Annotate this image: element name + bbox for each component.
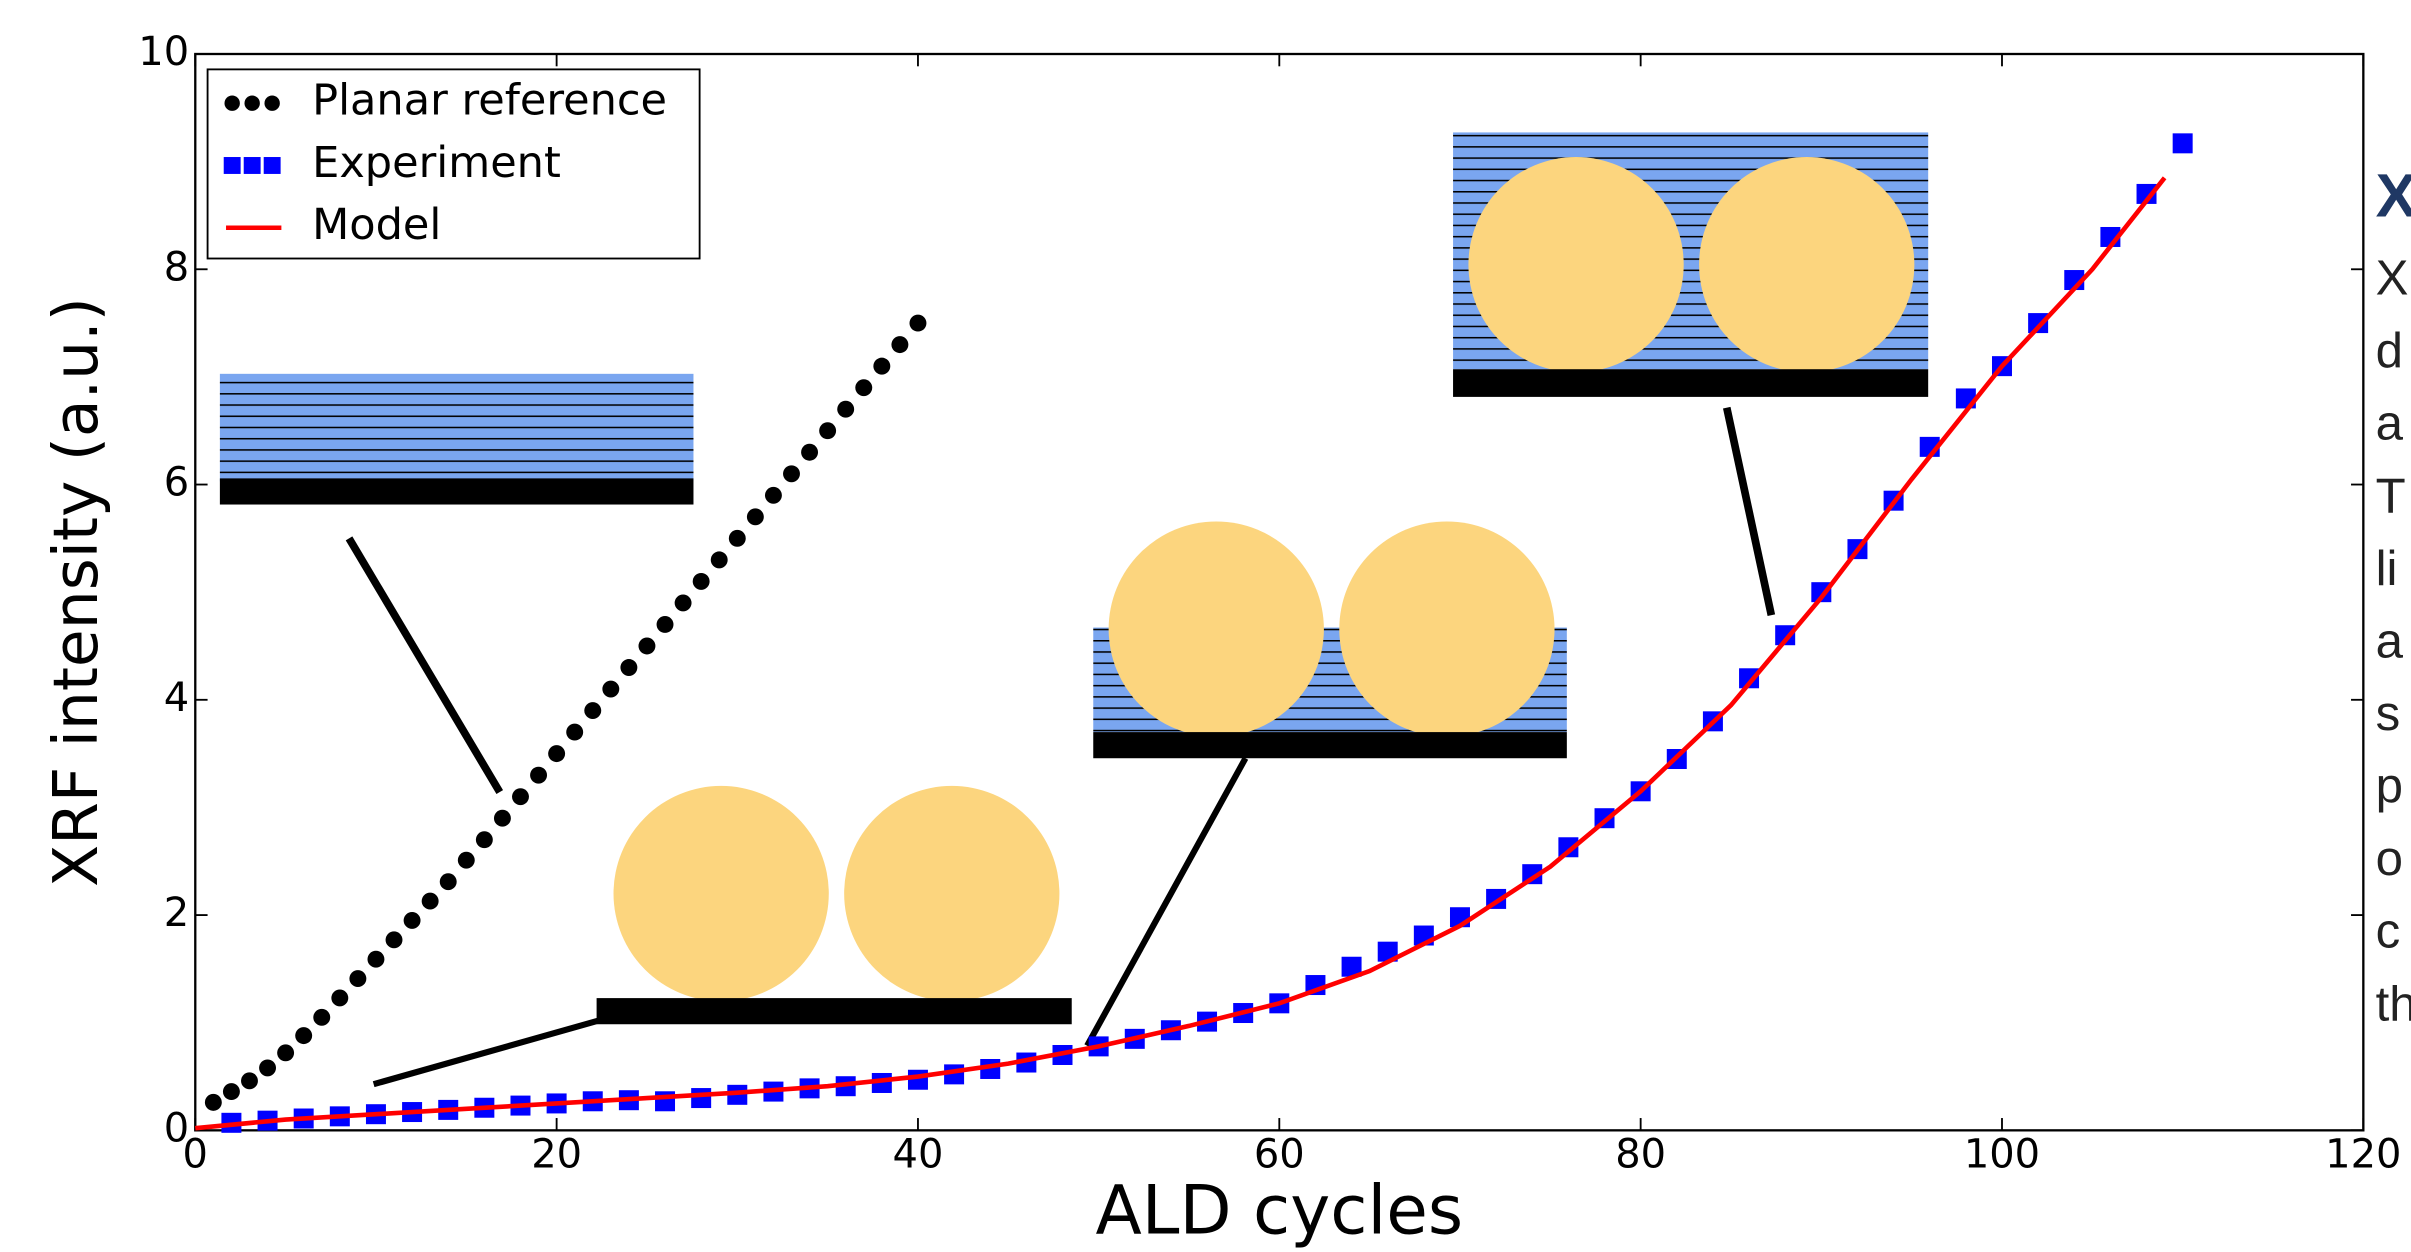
point [638, 638, 655, 655]
inset-spheres-bare [374, 786, 1072, 1084]
point [205, 1094, 222, 1111]
y-tick-label: 10 [138, 29, 189, 75]
point [729, 530, 746, 547]
side-line: c [2376, 904, 2401, 959]
legend-label: Model [312, 200, 441, 250]
legend-swatch [244, 157, 261, 174]
y-tick-label: 2 [164, 890, 189, 936]
inset-spheres-partial [1087, 521, 1567, 1045]
legend-swatch [244, 96, 259, 111]
point [440, 873, 457, 890]
point [620, 659, 637, 676]
point [476, 831, 493, 848]
x-tick-label: 20 [531, 1131, 582, 1177]
point [494, 810, 511, 827]
x-tick-label: 80 [1615, 1131, 1666, 1177]
point [747, 508, 764, 525]
point [711, 551, 728, 568]
point [2173, 133, 2193, 153]
side-line: o [2376, 831, 2403, 886]
page: {"chart_data": { "type": "scatter", "x_l… [0, 0, 2411, 1252]
point [404, 912, 421, 929]
chart: ALD cycles XRF intensity (a.u.) X XdaTli… [0, 0, 2411, 1252]
side-heading: X [2376, 161, 2411, 230]
side-line: T [2376, 468, 2406, 523]
point [223, 1083, 240, 1100]
side-line: p [2376, 759, 2403, 814]
point [584, 702, 601, 719]
side-line: s [2376, 686, 2401, 741]
inset-planar [220, 374, 694, 792]
point [855, 379, 872, 396]
side-line: li [2376, 541, 2398, 596]
point [259, 1059, 276, 1076]
point [819, 422, 836, 439]
legend-label: Experiment [312, 138, 561, 188]
point [657, 616, 674, 633]
side-line: a [2376, 396, 2404, 451]
point [908, 1070, 928, 1090]
legend-swatch [224, 157, 241, 174]
x-tick-label: 40 [893, 1131, 944, 1177]
side-line: X [2376, 251, 2409, 306]
point [783, 465, 800, 482]
legend-swatch [264, 157, 281, 174]
y-axis-label: XRF intensity (a.u.) [40, 297, 112, 887]
point [277, 1044, 294, 1061]
x-tick-label: 120 [2325, 1131, 2401, 1177]
point [602, 681, 619, 698]
point [313, 1009, 330, 1026]
y-tick-label: 0 [164, 1105, 189, 1151]
x-tick-label: 60 [1254, 1131, 1305, 1177]
point [512, 788, 529, 805]
point [675, 594, 692, 611]
y-tick-label: 4 [164, 675, 189, 721]
side-line: a [2376, 613, 2404, 668]
point [458, 852, 475, 869]
point [295, 1027, 312, 1044]
point [331, 989, 348, 1006]
point [891, 336, 908, 353]
side-line: th [2376, 976, 2411, 1031]
point [765, 487, 782, 504]
point [873, 358, 890, 375]
side-line: d [2376, 323, 2403, 378]
legend-swatch [224, 96, 239, 111]
point [801, 444, 818, 461]
x-tick-label: 100 [1964, 1131, 2040, 1177]
point [837, 401, 854, 418]
y-tick-label: 6 [164, 460, 189, 506]
point [548, 745, 565, 762]
y-tick-label: 8 [164, 244, 189, 290]
point [530, 767, 547, 784]
point [241, 1072, 258, 1089]
point [691, 1088, 711, 1108]
point [910, 315, 927, 332]
legend-label: Planar reference [312, 76, 667, 126]
legend-swatch [264, 96, 279, 111]
side-text: X XdaTliaspocth [2376, 161, 2411, 1031]
x-axis-label: ALD cycles [1096, 1170, 1464, 1249]
point [422, 893, 439, 910]
point [693, 573, 710, 590]
point [367, 951, 384, 968]
point [349, 970, 366, 987]
point [386, 931, 403, 948]
point [566, 724, 583, 741]
